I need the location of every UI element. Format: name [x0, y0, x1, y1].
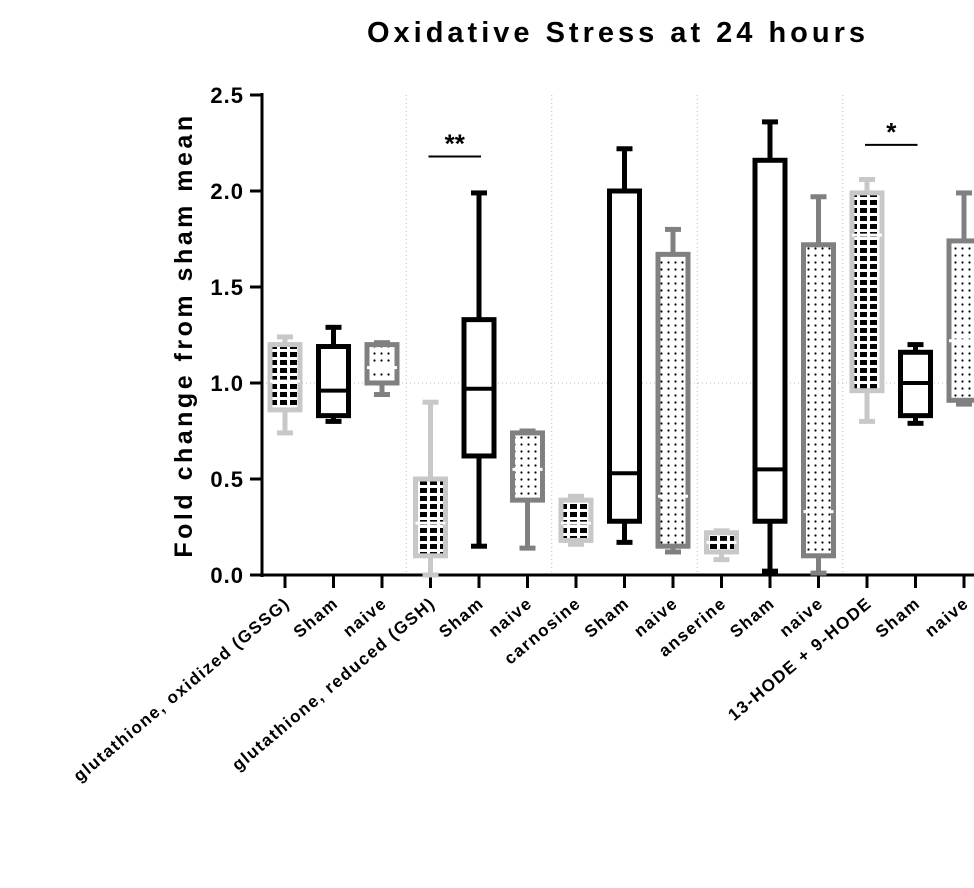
y-tick-label: 2.0: [210, 179, 244, 204]
box: [413, 476, 448, 559]
x-tick-label: Sham: [726, 594, 778, 642]
box: [316, 344, 351, 419]
y-tick-label: 2.5: [210, 83, 244, 108]
box: [946, 238, 974, 403]
y-tick-label: 1.5: [210, 275, 244, 300]
box: [510, 430, 545, 503]
box: [607, 188, 642, 524]
y-tick-label: 1.0: [210, 371, 244, 396]
significance-label: **: [445, 128, 466, 158]
y-tick-label: 0.0: [210, 563, 244, 588]
x-tick-label: Sham: [435, 594, 487, 642]
box: [364, 342, 400, 386]
box: [801, 242, 836, 559]
x-tick-label: Sham: [581, 594, 633, 642]
y-axis-label: Fold change from sham mean: [170, 112, 198, 557]
box: [752, 157, 788, 524]
chart-title: Oxidative Stress at 24 hours: [367, 17, 869, 49]
x-tick-label: Sham: [872, 594, 924, 642]
box: [655, 251, 691, 549]
box: [849, 190, 885, 394]
y-tick-label: 0.5: [210, 467, 244, 492]
x-tick-label: Sham: [290, 594, 342, 642]
x-tick-label: naive: [921, 594, 972, 641]
box: [267, 342, 303, 413]
box: [558, 497, 594, 543]
significance-label: *: [886, 117, 897, 147]
